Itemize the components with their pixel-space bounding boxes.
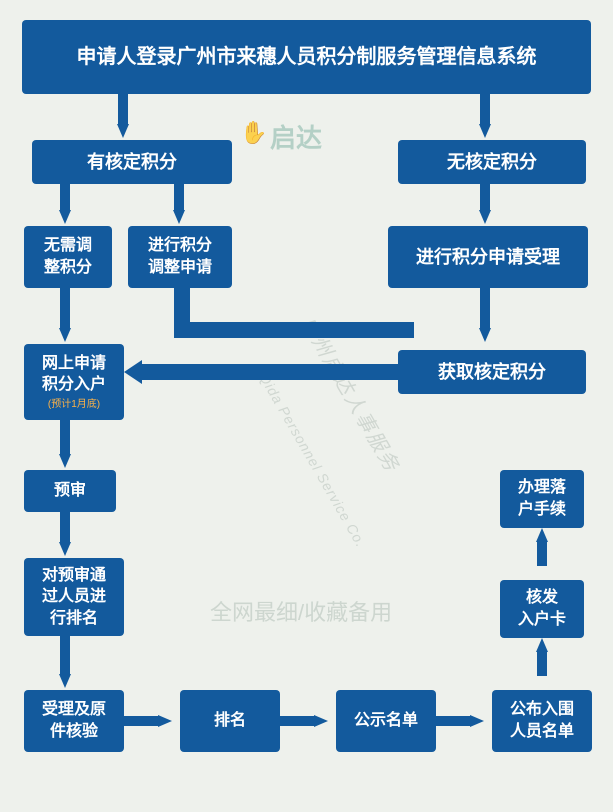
node-publish-list: 公示名单: [336, 690, 436, 752]
node-text: 有核定积分: [87, 150, 177, 174]
node-verify: 受理及原 件核验: [24, 690, 124, 752]
node-text: 公示名单: [354, 710, 418, 732]
arrow-stem: [280, 716, 314, 726]
node-text: 进行积分 调整申请: [148, 235, 212, 278]
node-text: 对预审通 过人员进 行排名: [42, 565, 106, 630]
connector: [142, 364, 398, 380]
arrow-left-icon: [124, 360, 142, 384]
arrow-stem: [60, 636, 70, 674]
watermark-brand: 启达: [240, 118, 322, 155]
arrow-stem: [480, 184, 490, 210]
node-apply-accept: 进行积分申请受理: [388, 226, 588, 288]
node-publish-in: 公布入围 人员名单: [492, 690, 592, 752]
node-settle: 办理落 户手续: [500, 470, 584, 528]
arrow-down-icon: [479, 210, 491, 224]
node-rank-passed: 对预审通 过人员进 行排名: [24, 558, 124, 636]
arrow-up-icon: [536, 528, 548, 542]
node-has-score: 有核定积分: [32, 140, 232, 184]
watermark-center: 全网最细/收藏备用: [210, 595, 392, 627]
node-text: 预审: [54, 480, 86, 502]
node-do-adjust: 进行积分 调整申请: [128, 226, 232, 288]
node-get-score: 获取核定积分: [398, 350, 586, 394]
node-text: 无需调 整积分: [44, 235, 92, 278]
arrow-stem: [480, 94, 490, 124]
node-text: 受理及原 件核验: [42, 699, 106, 742]
node-title: 申请人登录广州市来穗人员积分制服务管理信息系统: [22, 20, 591, 94]
node-subtext: (预计1月底): [48, 398, 100, 412]
arrow-down-icon: [59, 454, 71, 468]
arrow-right-icon: [158, 715, 172, 727]
arrow-stem: [60, 512, 70, 542]
node-rank: 排名: [180, 690, 280, 752]
arrow-stem: [537, 652, 547, 676]
arrow-stem: [60, 420, 70, 454]
arrow-stem: [118, 94, 128, 124]
arrow-stem: [60, 184, 70, 210]
arrow-right-icon: [314, 715, 328, 727]
arrow-up-icon: [536, 638, 548, 652]
node-online-apply: 网上申请 积分入户 (预计1月底): [24, 344, 124, 420]
hand-icon: [240, 124, 266, 150]
arrow-down-icon: [117, 124, 129, 138]
node-text: 网上申请 积分入户: [42, 353, 106, 396]
node-text: 获取核定积分: [438, 360, 546, 384]
watermark-brand-text: 启达: [270, 118, 322, 155]
arrow-down-icon: [59, 210, 71, 224]
arrow-down-icon: [479, 328, 491, 342]
arrow-stem: [537, 542, 547, 566]
arrow-down-icon: [173, 210, 185, 224]
node-text: 进行积分申请受理: [416, 245, 560, 269]
node-text: 排名: [214, 710, 246, 732]
connector: [174, 322, 414, 338]
arrow-down-icon: [479, 124, 491, 138]
arrow-stem: [60, 288, 70, 328]
node-title-text: 申请人登录广州市来穗人员积分制服务管理信息系统: [77, 44, 537, 71]
arrow-stem: [480, 288, 490, 328]
arrow-down-icon: [59, 674, 71, 688]
arrow-down-icon: [59, 542, 71, 556]
node-text: 办理落 户手续: [518, 477, 566, 520]
arrow-stem: [436, 716, 470, 726]
node-text: 无核定积分: [447, 150, 537, 174]
arrow-down-icon: [59, 328, 71, 342]
node-issue-card: 核发 入户卡: [500, 580, 584, 638]
node-no-adjust: 无需调 整积分: [24, 226, 112, 288]
node-text: 公布入围 人员名单: [510, 699, 574, 742]
arrow-stem: [124, 716, 158, 726]
arrow-right-icon: [470, 715, 484, 727]
node-text: 核发 入户卡: [518, 587, 566, 630]
node-preview: 预审: [24, 470, 116, 512]
arrow-stem: [174, 184, 184, 210]
node-no-score: 无核定积分: [398, 140, 586, 184]
